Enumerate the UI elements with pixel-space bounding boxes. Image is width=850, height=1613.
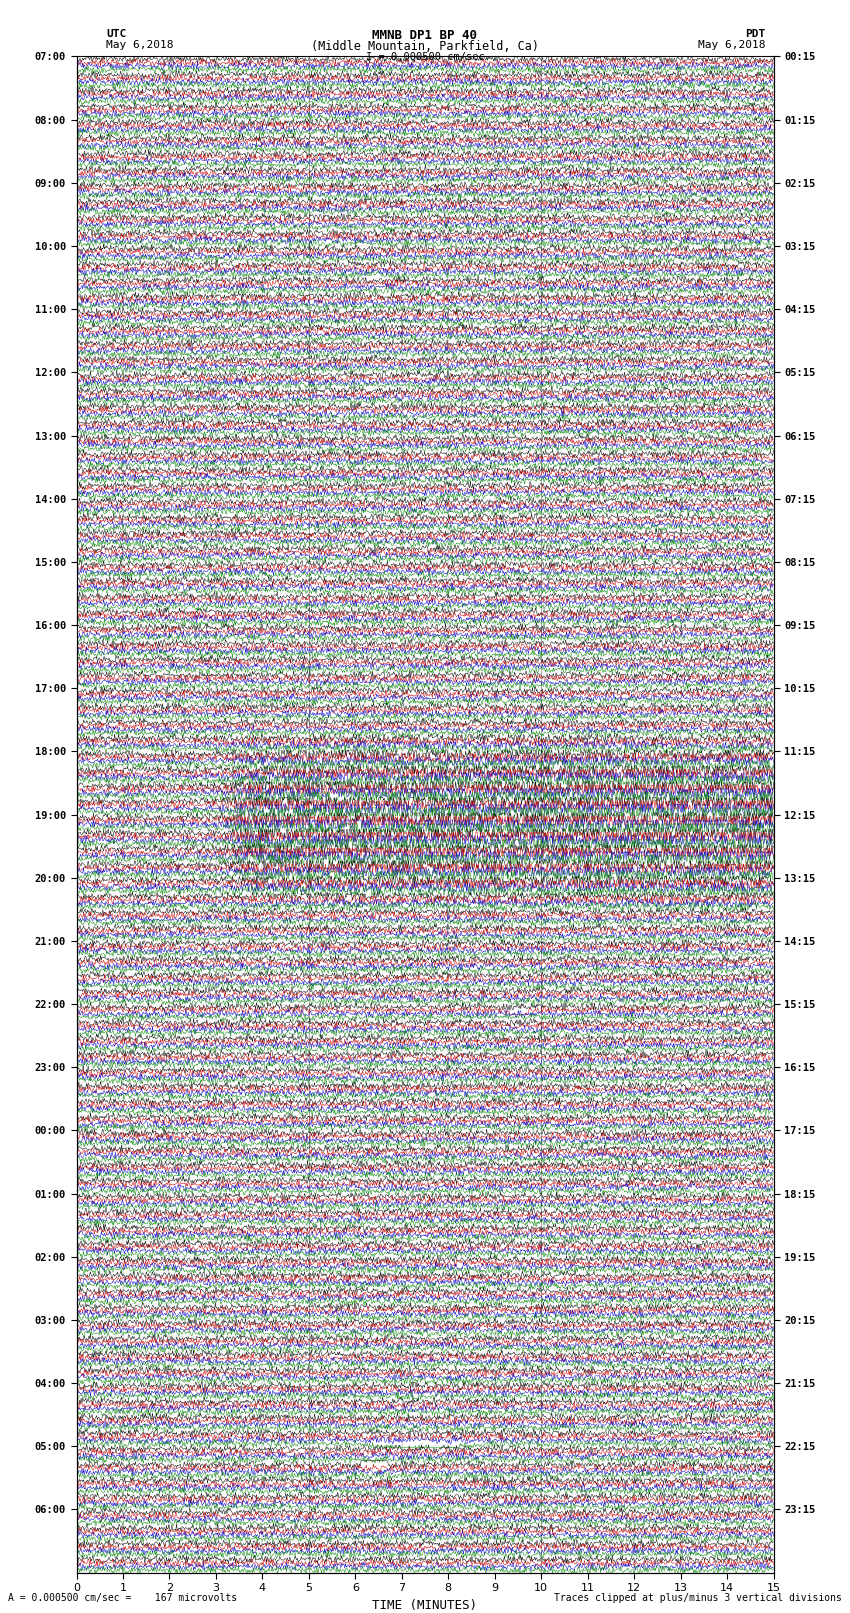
Text: I = 0.000500 cm/sec: I = 0.000500 cm/sec [366,52,484,61]
Text: A = 0.000500 cm/sec =    167 microvolts: A = 0.000500 cm/sec = 167 microvolts [8,1594,238,1603]
Text: Traces clipped at plus/minus 3 vertical divisions: Traces clipped at plus/minus 3 vertical … [553,1594,842,1603]
Text: MMNB DP1 BP 40: MMNB DP1 BP 40 [372,29,478,42]
Text: (Middle Mountain, Parkfield, Ca): (Middle Mountain, Parkfield, Ca) [311,40,539,53]
X-axis label: TIME (MINUTES): TIME (MINUTES) [372,1598,478,1611]
Text: May 6,2018: May 6,2018 [698,40,765,50]
Text: May 6,2018: May 6,2018 [106,40,173,50]
Text: UTC: UTC [106,29,127,39]
Text: PDT: PDT [745,29,765,39]
